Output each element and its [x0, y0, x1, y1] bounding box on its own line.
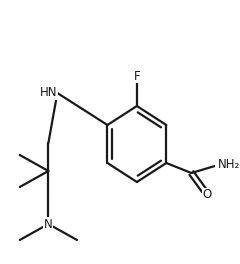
- Text: F: F: [134, 69, 140, 82]
- Text: NH₂: NH₂: [218, 158, 240, 172]
- Text: O: O: [203, 188, 212, 201]
- Text: N: N: [44, 218, 53, 230]
- Text: HN: HN: [40, 87, 57, 100]
